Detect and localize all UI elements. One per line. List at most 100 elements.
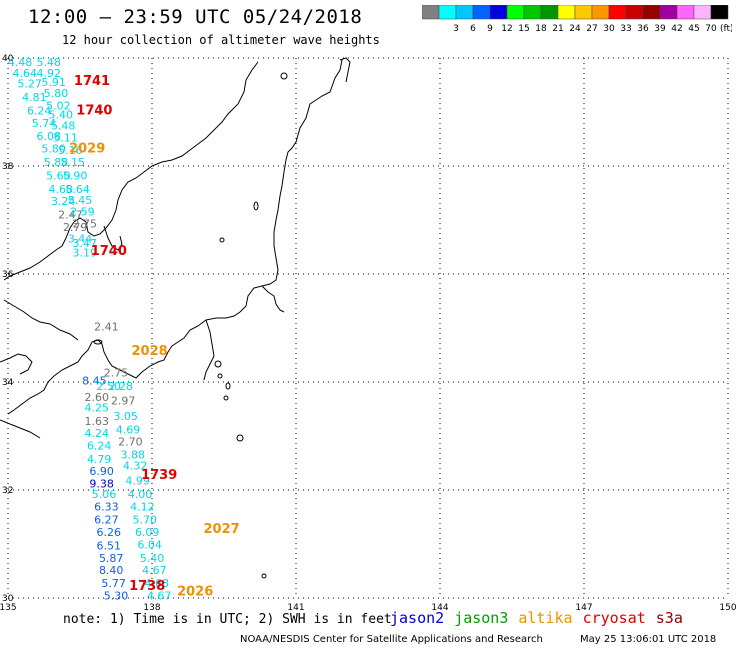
map-title: 12:00 – 23:59 UTC 05/24/2018 (28, 6, 363, 28)
wave-height-value: 4.68 (145, 577, 170, 590)
satellite-legend-item: cryosat (582, 609, 646, 627)
wave-height-values: 4.48 5.484.64 4.925.27 5.915.804.815.026.24… (8, 56, 172, 603)
satellite-legend-item: jason3 (454, 609, 509, 627)
wave-height-value: 2.28 (109, 380, 134, 393)
wave-height-value: 6.90 (89, 465, 114, 478)
track-time-label: 1740 (91, 244, 127, 259)
wave-height-value: 2.50 (97, 380, 122, 393)
generation-timestamp: May 25 13:06:01 UTC 2018 (580, 634, 717, 645)
wave-height-value: 5.74 (32, 117, 57, 130)
wave-height-value: 4.32 (123, 459, 148, 472)
wave-height-value: 5.48 (51, 119, 76, 132)
wave-height-value: 5.80 (44, 87, 69, 100)
units-note: note: 1) Time is in UTC; 2) SWH is in fe… (63, 612, 392, 627)
scale-tick-label: 39 (654, 24, 666, 34)
wave-height-value: 4.67 (142, 564, 167, 577)
satellite-legend-item: s3a (655, 609, 683, 627)
wave-height-value: 9.38 (89, 477, 114, 490)
map-subtitle: 12 hour collection of altimeter wave hei… (62, 33, 380, 47)
scale-tick-label: 30 (603, 24, 615, 34)
wave-height-value: 5.16 (58, 144, 83, 157)
wave-height-value: 5.45 (68, 194, 93, 207)
wave-height-value: 5.02 (46, 99, 71, 112)
longitude-label: 138 (143, 603, 160, 613)
wave-height-value: 3.05 (113, 410, 138, 423)
scale-tick-label: 24 (569, 24, 581, 34)
latitude-label: 30 (2, 594, 14, 604)
wave-height-value: 2.59 (70, 206, 95, 219)
wave-height-value: 3.24 (51, 195, 76, 208)
wave-height-value: 5.40 (140, 552, 165, 565)
wave-height-value: 6.26 (97, 526, 122, 539)
wave-height-value: 2.41 (94, 321, 119, 334)
wave-height-value: 5.48 (37, 56, 62, 69)
wave-height-value: 5.27 (17, 78, 42, 91)
wave-height-value: 5.30 (104, 590, 129, 603)
latitude-label: 38 (2, 162, 14, 172)
scale-tick-label: 18 (535, 24, 547, 34)
longitude-label: 150 (719, 603, 736, 613)
wave-height-value: 4.64 (13, 67, 38, 80)
wave-height-value: 6.24 (87, 440, 112, 453)
latitude-labels: 40 38 36 34 32 30 (2, 54, 14, 604)
wave-height-value: 3.19 (73, 247, 98, 260)
wave-height-value: 4.92 (37, 67, 62, 80)
wave-height-value: 5.90 (63, 170, 88, 183)
wave-height-value: 1.63 (85, 415, 110, 428)
credit-line: NOAA/NESDIS Center for Satellite Applica… (240, 634, 543, 645)
wave-height-value: 4.00 (128, 488, 153, 501)
scale-tick-label: 42 (671, 24, 682, 34)
scale-tick-label: 70 (705, 24, 717, 34)
wave-height-value: 4.68 (49, 183, 74, 196)
track-time-label: 1740 (76, 104, 112, 119)
longitude-label: 144 (431, 603, 448, 613)
wave-height-value: 5.40 (49, 108, 74, 121)
wave-height-value: 2.70 (118, 436, 143, 449)
wave-height-value: 8.45 (82, 375, 107, 388)
wave-height-value: 5.91 (41, 76, 66, 89)
wave-height-value: 4.12 (130, 501, 155, 514)
wave-height-value: 4.81 (22, 91, 47, 104)
scale-tick-label: 3 (453, 24, 459, 34)
track-time-label: 2029 (69, 142, 105, 157)
wave-height-value: 4.79 (87, 453, 112, 466)
wave-height-value: 6.33 (94, 501, 119, 514)
wave-height-value: 4.25 (85, 402, 110, 415)
wave-height-value: 5.70 (133, 513, 158, 526)
wave-height-value: 5.88 (44, 156, 69, 169)
wave-height-value: 6.09 (135, 526, 160, 539)
wave-height-value: 2.75 (104, 367, 129, 380)
wave-height-value: 2.75 (73, 218, 98, 231)
scale-tick-label: 33 (620, 24, 631, 34)
track-time-label: 2028 (132, 344, 168, 359)
scale-tick-label: 21 (552, 24, 563, 34)
lat-lon-grid (7, 57, 729, 599)
wave-height-value: 2.79 (63, 221, 88, 234)
wave-height-value: 5.80 (41, 143, 66, 156)
scale-tick-label: 12 (501, 24, 512, 34)
coastline (0, 57, 351, 579)
wave-height-value: 5.11 (53, 132, 78, 145)
wave-height-value: 5.77 (101, 577, 126, 590)
latitude-label: 32 (2, 486, 13, 496)
latitude-label: 40 (2, 54, 14, 64)
wave-height-value: 2.47 (58, 208, 83, 221)
wave-height-value: 5.15 (61, 156, 86, 169)
longitude-label: 147 (575, 603, 592, 613)
wave-height-value: 3.47 (73, 237, 98, 250)
track-time-label: 1741 (74, 74, 110, 89)
longitude-labels: 135 138 141 144 147 150 (0, 603, 737, 613)
track-time-label: 1739 (141, 468, 177, 483)
scale-unit: (ft) (720, 24, 732, 34)
wave-height-value: 4.48 (8, 56, 33, 69)
wave-height-value: 5.64 (65, 183, 90, 196)
wave-height-value: 2.60 (85, 391, 110, 404)
wave-height-value: 3.44 (68, 233, 93, 246)
wave-height-value: 6.51 (97, 539, 122, 552)
wave-height-value: 4.24 (85, 427, 110, 440)
satellite-track-labels: 1741 1740 2029 1740 2028 1739 2027 1738 2026 (69, 74, 240, 599)
latitude-label: 36 (2, 270, 14, 280)
wave-height-value: 5.60 (46, 170, 71, 183)
scale-tick-label: 36 (637, 24, 649, 34)
